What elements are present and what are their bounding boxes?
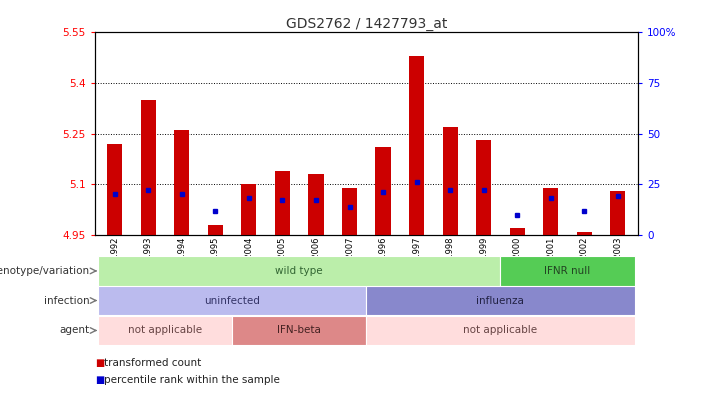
Bar: [207, 225, 223, 235]
Text: IFNR null: IFNR null: [545, 266, 591, 276]
Bar: [308, 174, 324, 235]
Bar: [409, 56, 424, 235]
Bar: [611, 191, 625, 235]
Bar: [366, 316, 634, 345]
Bar: [342, 188, 357, 235]
Text: genotype/variation: genotype/variation: [0, 266, 89, 276]
Bar: [241, 184, 257, 235]
Bar: [107, 144, 122, 235]
Bar: [577, 232, 592, 235]
Bar: [275, 171, 290, 235]
Bar: [98, 256, 501, 286]
Text: ■: ■: [95, 358, 104, 368]
Bar: [476, 141, 491, 235]
Bar: [366, 286, 634, 315]
Bar: [510, 228, 525, 235]
Bar: [175, 130, 189, 235]
Text: not applicable: not applicable: [128, 326, 202, 335]
Bar: [141, 100, 156, 235]
Text: ■: ■: [95, 375, 104, 385]
Text: not applicable: not applicable: [463, 326, 538, 335]
Text: transformed count: transformed count: [104, 358, 201, 368]
Text: wild type: wild type: [275, 266, 323, 276]
Bar: [98, 316, 232, 345]
Text: infection: infection: [43, 296, 89, 305]
Bar: [501, 256, 634, 286]
Text: influenza: influenza: [477, 296, 524, 305]
Text: percentile rank within the sample: percentile rank within the sample: [104, 375, 280, 385]
Bar: [442, 127, 458, 235]
Bar: [98, 286, 367, 315]
Text: agent: agent: [59, 326, 89, 335]
Text: uninfected: uninfected: [204, 296, 260, 305]
Text: IFN-beta: IFN-beta: [278, 326, 321, 335]
Bar: [232, 316, 366, 345]
Bar: [543, 188, 558, 235]
Title: GDS2762 / 1427793_at: GDS2762 / 1427793_at: [285, 17, 447, 31]
Bar: [376, 147, 390, 235]
